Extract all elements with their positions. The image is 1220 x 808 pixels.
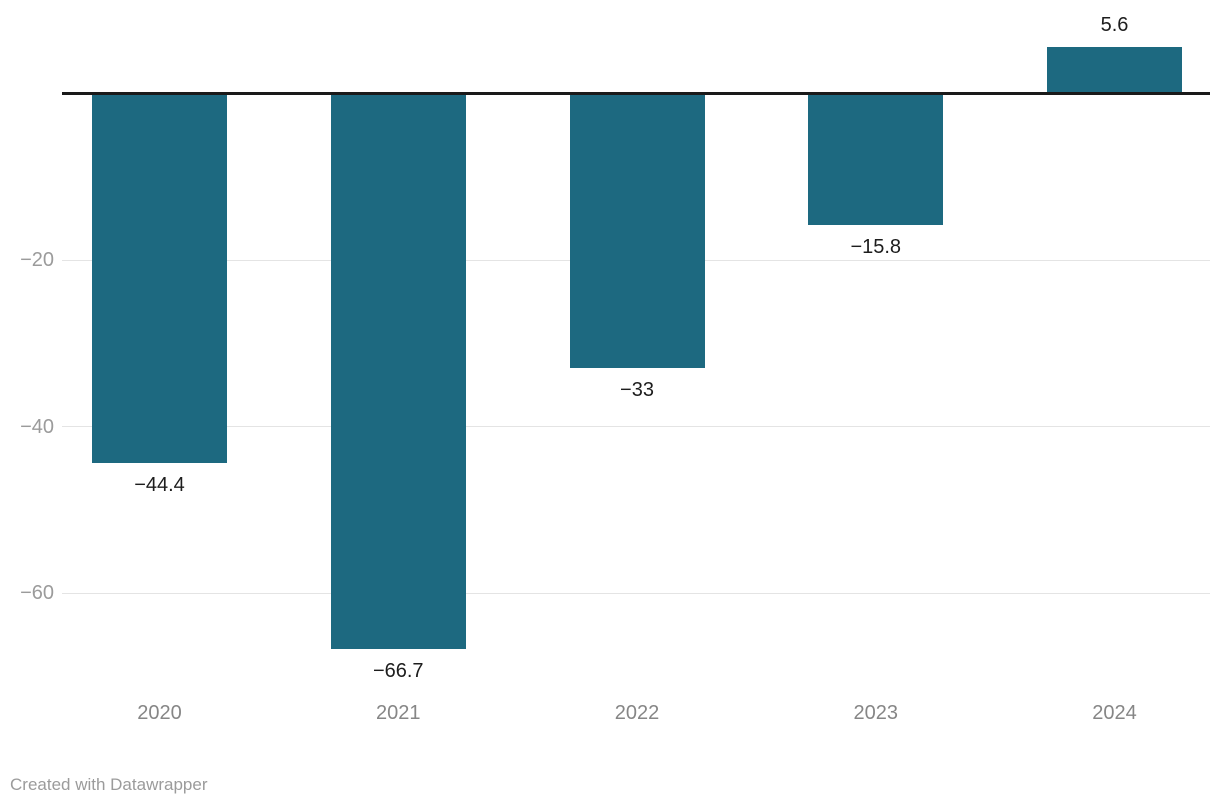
bar-2024 — [1047, 46, 1182, 94]
y-tick-label: −40 — [20, 415, 54, 438]
value-label: −44.4 — [134, 474, 185, 497]
value-label: 5.6 — [1100, 13, 1129, 36]
zero-baseline — [62, 92, 1210, 95]
value-label: −15.8 — [850, 236, 902, 259]
bar-2021 — [330, 93, 466, 649]
y-tick-label: −60 — [20, 582, 54, 604]
datawrapper-credit-link[interactable]: Created with Datawrapper — [10, 775, 208, 794]
y-tick-label: −20 — [20, 249, 54, 271]
bar-2022 — [569, 93, 705, 369]
x-axis-label: 2021 — [376, 702, 421, 724]
x-axis-label: 2023 — [853, 702, 899, 724]
x-axis-label: 2022 — [614, 702, 660, 724]
value-label: −66.7 — [372, 659, 424, 682]
x-axis-label: 2024 — [1092, 702, 1137, 724]
gridline — [62, 592, 1210, 594]
x-axis-label: 2020 — [137, 702, 182, 724]
value-label: −33 — [620, 379, 654, 402]
bar-2023 — [808, 93, 944, 226]
gridline — [62, 426, 1210, 427]
bar-2020 — [92, 93, 227, 464]
